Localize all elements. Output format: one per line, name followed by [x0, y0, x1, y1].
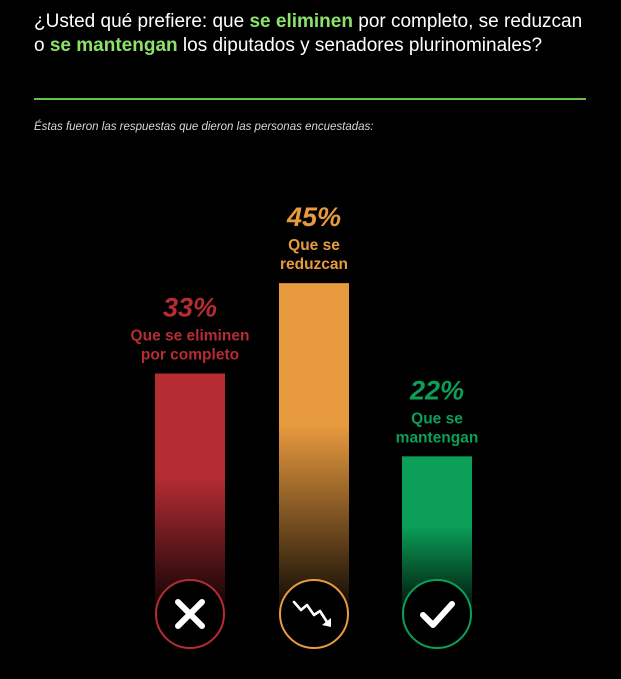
- bar-2: [279, 283, 349, 622]
- bar-3-value-label: 22%: [409, 375, 464, 405]
- divider-line: [34, 98, 586, 100]
- question-highlight-mantengan: se mantengan: [49, 35, 178, 56]
- bar-3-label-line-2: mantengan: [396, 429, 479, 446]
- bar-1-label-line-2: por completo: [141, 347, 239, 364]
- question-part-2: por completo, se reduzcan o: [34, 11, 583, 56]
- check-icon: [420, 601, 455, 628]
- bar-1-value-label: 33%: [163, 293, 217, 323]
- bar-2-value-label: 45%: [286, 202, 341, 232]
- bar-2-label-line-2: reduzcan: [280, 256, 348, 273]
- question-highlight-eliminen: se eliminen: [249, 11, 353, 32]
- check-icon-circle: [402, 579, 472, 649]
- bar-2-label-line-1: Que se: [288, 237, 340, 254]
- x-icon: [175, 599, 205, 629]
- question-part-3: los diputados y senadores plurinominales…: [177, 35, 543, 56]
- trend-down-arrow-icon: [292, 600, 331, 627]
- question-title: ¿Usted qué prefiere: que se eliminen por…: [34, 10, 594, 58]
- subtitle: Éstas fueron las respuestas que dieron l…: [34, 121, 374, 133]
- bar-3-label-line-1: Que se: [411, 410, 463, 427]
- bar-1-label-line-1: Que se eliminen: [131, 328, 250, 345]
- question-part-1: ¿Usted qué prefiere: que: [34, 11, 250, 32]
